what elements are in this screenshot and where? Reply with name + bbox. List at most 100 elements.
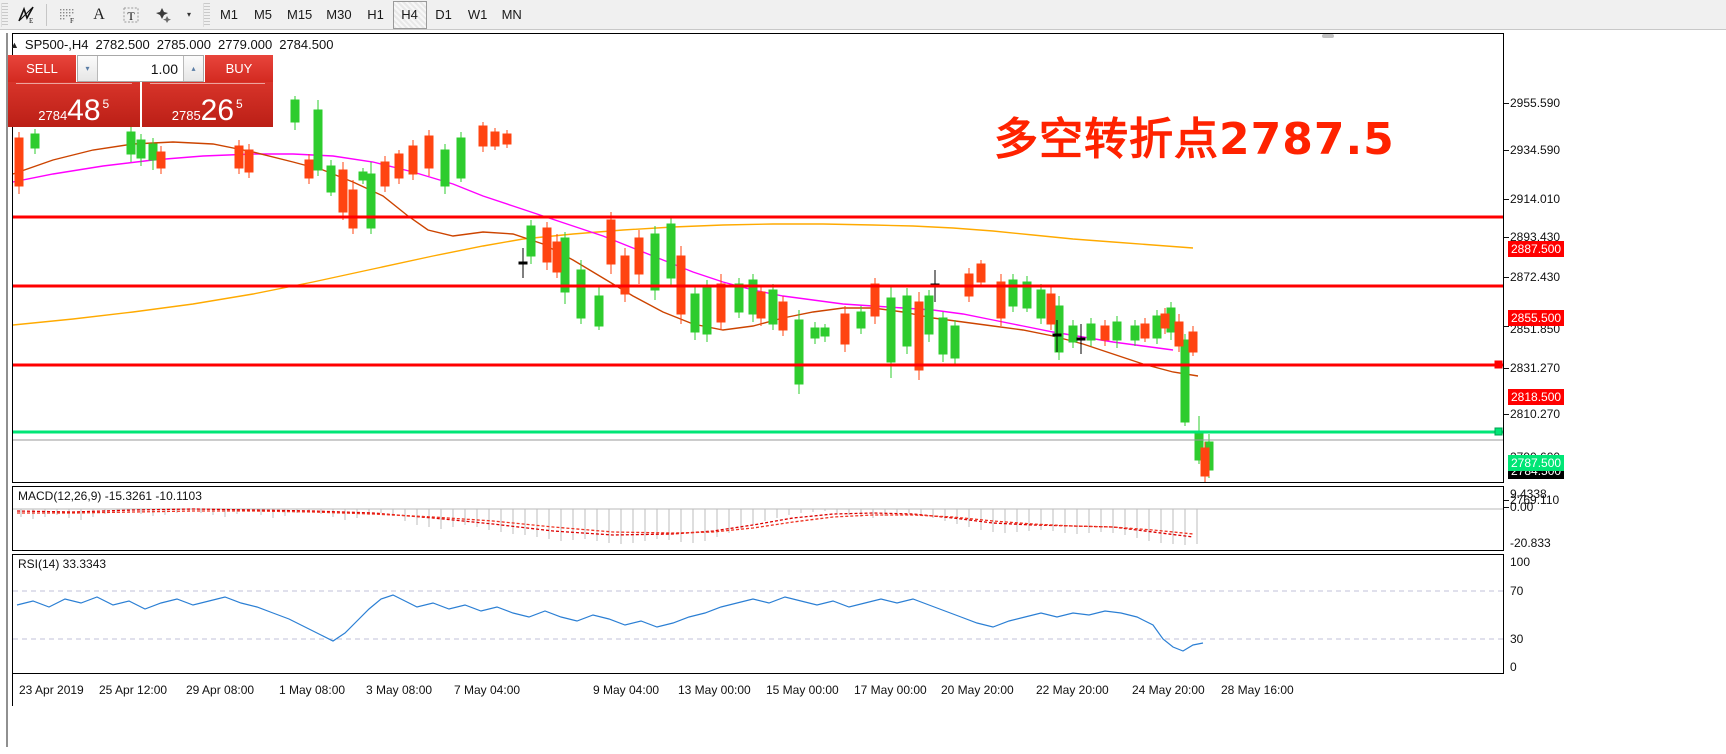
- volume-increment-icon[interactable]: ▴: [183, 56, 203, 81]
- volume-input[interactable]: 1.00: [150, 60, 178, 77]
- time-label-5: 7 May 04:00: [454, 683, 521, 697]
- text-label-icon[interactable]: T: [116, 2, 146, 28]
- rsi-line: [16, 594, 1204, 652]
- time-label-3: 1 May 08:00: [279, 683, 346, 697]
- svg-text:F: F: [70, 17, 74, 25]
- time-label-11: 22 May 20:00: [1036, 683, 1109, 697]
- ohlc-high: 2785.000: [156, 37, 211, 52]
- macd-main-line: [16, 508, 1194, 538]
- time-label-6: 9 May 04:00: [593, 683, 660, 697]
- time-label-7: 13 May 00:00: [678, 683, 751, 697]
- price-tick-2831: 2831.270: [1510, 361, 1561, 375]
- time-label-13: 28 May 16:00: [1221, 683, 1294, 697]
- chevron-down-icon[interactable]: ▾: [180, 2, 196, 28]
- chart-annotation-text: 多空转折点2787.5: [994, 114, 1395, 165]
- buy-button[interactable]: BUY: [205, 55, 273, 82]
- rsi-pane[interactable]: RSI(14) 33.3343: [12, 554, 1504, 674]
- time-label-2: 29 Apr 08:00: [186, 683, 255, 697]
- chart-scroll-thumb[interactable]: [1322, 34, 1334, 38]
- time-label-9: 17 May 00:00: [854, 683, 927, 697]
- toolbar-grip[interactable]: [1, 2, 8, 27]
- volume-stepper[interactable]: ▾ 1.00 ▴: [77, 55, 204, 82]
- dropdown-caret: ▾: [186, 10, 191, 19]
- price-tick-2914: 2914.010: [1510, 192, 1561, 206]
- one-click-trading-panel: SELL ▾ 1.00 ▴ BUY 2784 48 5 2785: [8, 55, 273, 127]
- macd-signal-line: [17, 510, 1194, 535]
- macd-pane[interactable]: MACD(12,26,9) -15.3261 -10.1103: [12, 486, 1504, 551]
- buy-price-big: 26: [200, 94, 235, 127]
- sell-price-whole: 2784: [38, 108, 68, 123]
- buy-price-fraction: 5: [236, 97, 243, 111]
- objects-icon[interactable]: [148, 2, 178, 28]
- timeframe-h1[interactable]: H1: [367, 7, 384, 22]
- rsi-axis-30: 30: [1510, 632, 1524, 646]
- rsi-axis-0: 0: [1510, 660, 1517, 674]
- level-pill-2787[interactable]: 2787.500: [1508, 455, 1565, 471]
- macd-axis-max: 9.4338: [1510, 487, 1547, 501]
- timeframe-m30[interactable]: M30: [326, 7, 352, 22]
- sell-price-fraction: 5: [102, 97, 110, 111]
- ma-fast-line: [13, 141, 1199, 377]
- svg-text:T: T: [127, 9, 135, 23]
- level-pill-2887[interactable]: 2887.500: [1508, 241, 1565, 257]
- timeframe-toolbar-grip[interactable]: [203, 2, 210, 27]
- timeframe-mn[interactable]: MN: [501, 7, 522, 22]
- trade-panel-quotes: 2784 48 5 2785 26 5: [8, 82, 273, 127]
- timeframe-h4[interactable]: H4: [392, 0, 427, 29]
- price-tick-2955: 2955.590: [1510, 96, 1561, 110]
- rsi-axis-100: 100: [1510, 555, 1531, 569]
- price-tick-2893: 2893.430: [1510, 230, 1561, 244]
- ohlc-open: 2782.500: [95, 37, 150, 52]
- macd-histogram: [20, 509, 1198, 545]
- level-pill-2818[interactable]: 2818.500: [1508, 389, 1565, 405]
- buy-price-quote[interactable]: 2785 26 5: [141, 82, 273, 127]
- ohlc-low: 2779.000: [217, 37, 273, 52]
- macd-canvas: [13, 508, 1503, 545]
- main-toolbar: E F A: [0, 0, 1726, 30]
- time-label-10: 20 May 20:00: [941, 683, 1014, 697]
- timeframe-m1[interactable]: M1: [219, 7, 239, 22]
- crosshair-grid-icon[interactable]: F: [52, 2, 82, 28]
- timeframe-w1[interactable]: W1: [467, 7, 488, 22]
- indicators-icon[interactable]: E: [11, 2, 41, 28]
- macd-axis-min: -20.833: [1510, 536, 1551, 550]
- price-chart-canvas: [13, 96, 1503, 482]
- buy-price-whole: 2785: [171, 108, 201, 123]
- level-handle-2818: [1494, 360, 1503, 369]
- sell-button[interactable]: SELL: [8, 55, 76, 82]
- candlestick-series: [14, 96, 1214, 482]
- rsi-axis-70: 70: [1510, 584, 1524, 598]
- level-handle-2787: [1494, 427, 1503, 436]
- price-tick-2810: 2810.270: [1510, 407, 1561, 421]
- macd-title: MACD(12,26,9) -15.3261 -10.1103: [18, 489, 202, 503]
- sell-divider: [16, 83, 132, 84]
- volume-decrement-icon[interactable]: ▾: [78, 56, 98, 81]
- price-tick-2872: 2872.430: [1510, 270, 1561, 284]
- timeframe-m5[interactable]: M5: [253, 7, 273, 22]
- text-tool-icon[interactable]: A: [93, 5, 105, 23]
- ma-mid-line: [13, 153, 1174, 351]
- time-label-0: 23 Apr 2019: [19, 683, 84, 697]
- price-tick-2934: 2934.590: [1510, 143, 1561, 157]
- time-label-4: 3 May 08:00: [366, 683, 433, 697]
- time-axis: 23 Apr 2019 25 Apr 12:00 29 Apr 08:00 1 …: [12, 674, 1504, 706]
- price-tick-2769: 2769.110: [1510, 493, 1560, 507]
- trade-panel-header: SELL ▾ 1.00 ▴ BUY: [8, 55, 273, 82]
- sell-price-big: 48: [67, 94, 101, 127]
- level-pill-2855[interactable]: 2855.500: [1508, 310, 1565, 326]
- rsi-title: RSI(14) 33.3343: [18, 557, 107, 571]
- symbol-label: SP500-,H4: [24, 37, 89, 52]
- sell-price-quote[interactable]: 2784 48 5: [8, 82, 140, 127]
- timeframe-m15[interactable]: M15: [287, 7, 313, 22]
- time-label-1: 25 Apr 12:00: [99, 683, 168, 697]
- time-label-12: 24 May 20:00: [1132, 683, 1205, 697]
- buy-divider: [149, 83, 265, 84]
- time-label-8: 15 May 00:00: [766, 683, 839, 697]
- rsi-canvas: [13, 590, 1503, 652]
- symbol-ohlc-bar: ▲ SP500-,H4 2782.500 2785.000 2779.000 2…: [6, 36, 333, 53]
- timeframe-d1[interactable]: D1: [435, 7, 452, 22]
- macd-axis-zero: 0.00: [1510, 500, 1534, 514]
- chart-frame: MACD(12,26,9) -15.3261 -10.1103: [6, 33, 1720, 747]
- collapse-triangle-icon[interactable]: ▲: [10, 39, 19, 50]
